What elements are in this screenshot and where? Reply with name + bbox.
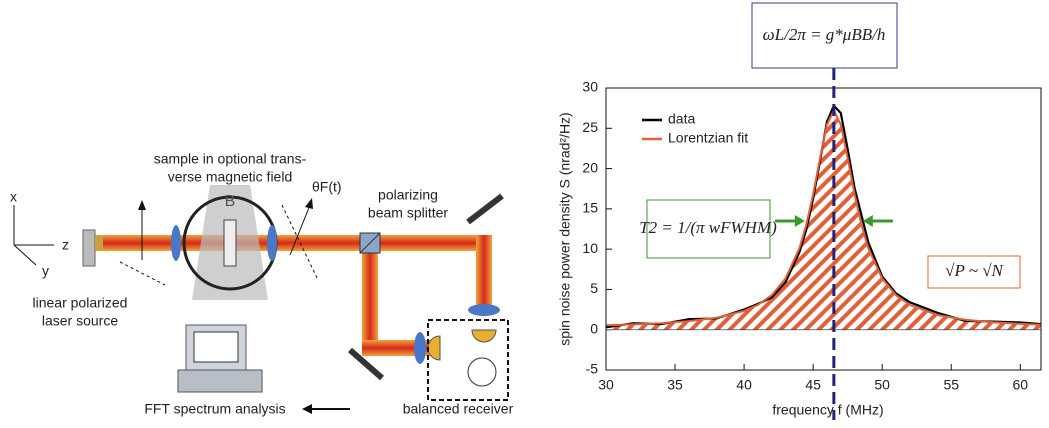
sample-label: verse magnetic field <box>168 169 293 185</box>
setup-diagram: x z y sample in optional trans- verse ma… <box>10 151 514 417</box>
x-tick-label: 50 <box>874 377 890 393</box>
y-axis-title: spin noise power density S (nrad²/Hz) <box>557 112 573 345</box>
fft-label: FFT spectrum analysis <box>144 401 285 417</box>
splitter-label: polarizing <box>378 187 438 203</box>
legend-label: Lorentzian fit <box>668 130 748 146</box>
t2-formula: T2 = 1/(π wFWHM) <box>639 218 777 237</box>
x-tick-label: 45 <box>805 377 821 393</box>
splitter-label: beam splitter <box>368 205 448 221</box>
noise-formula: √P ~ √N <box>945 261 1004 280</box>
x-tick-label: 35 <box>667 377 683 393</box>
source-label: linear polarized <box>33 295 128 311</box>
y-tick-label: 25 <box>582 119 598 135</box>
x-tick-label: 40 <box>736 377 752 393</box>
x-tick-label: 30 <box>598 377 614 393</box>
x-axis-title: frequency f (MHz) <box>772 402 883 418</box>
legend-label: data <box>668 111 695 127</box>
figure: x z y sample in optional trans- verse ma… <box>0 0 1049 423</box>
y-tick-label: 0 <box>590 320 598 336</box>
y-tick-label: 20 <box>582 159 598 175</box>
y-tick-label: -5 <box>586 361 599 377</box>
y-tick-label: 30 <box>582 79 598 95</box>
sample-label: sample in optional trans- <box>154 151 307 167</box>
source-label: laser source <box>42 313 118 329</box>
axis-x: x <box>10 189 17 205</box>
fwhm-arrowhead <box>795 215 805 227</box>
receiver-label: balanced receiver <box>403 401 514 417</box>
plot: -5 0 5 10 15 20 25 30 30 35 40 45 50 55 60 T2 = 1/(π wF… <box>582 68 1041 420</box>
x-tick-label: 55 <box>943 377 959 393</box>
larmor-formula: ωL/2π = g*μBB/h <box>763 25 886 44</box>
field-label: B <box>225 193 236 210</box>
y-tick-label: 15 <box>582 200 598 216</box>
axis-y: y <box>42 263 49 279</box>
y-tick-label: 10 <box>582 240 598 256</box>
rotation-label: θF(t) <box>312 179 342 195</box>
axis-z: z <box>62 237 69 253</box>
y-tick-label: 5 <box>590 280 598 296</box>
x-tick-label: 60 <box>1012 377 1028 393</box>
